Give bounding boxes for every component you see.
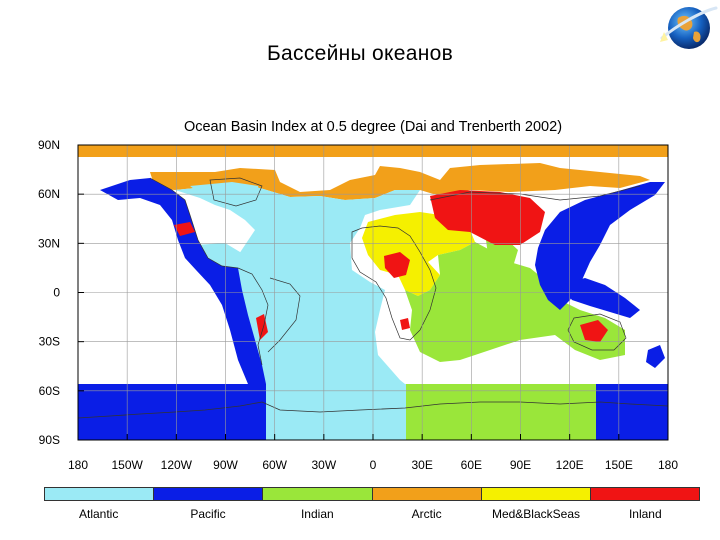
pacific-north-america	[100, 178, 266, 384]
antarctica-coastline	[77, 401, 669, 419]
lat-tick-label: 30S	[39, 335, 60, 349]
lon-tick-label: 90W	[213, 458, 238, 472]
legend-swatch	[589, 488, 700, 500]
lat-tick-label: 0	[53, 286, 60, 300]
legend-label: Pacific	[190, 507, 226, 521]
lon-tick-label: 60W	[262, 458, 287, 472]
lon-tick-label: 90E	[510, 458, 531, 472]
inland-australia	[580, 320, 608, 342]
legend-color-bar	[44, 487, 700, 501]
lat-tick-label: 30N	[38, 236, 60, 250]
southern-atlantic-band	[266, 384, 406, 440]
grid-lines	[78, 145, 668, 440]
inland-central-asia	[430, 190, 545, 245]
legend-swatch	[153, 488, 263, 500]
arctic-ocean-region	[150, 163, 650, 200]
legend-label: Indian	[300, 507, 334, 521]
lat-tick-label: 90N	[38, 138, 60, 152]
legend-swatch	[480, 488, 590, 500]
legend-swatch	[371, 488, 481, 500]
lon-tick-label: 150E	[605, 458, 633, 472]
atlantic-ocean-region	[175, 186, 420, 384]
southern-pacific-east-band	[596, 384, 668, 440]
indian-subcontinent	[486, 238, 518, 282]
lon-tick-label: 60E	[461, 458, 482, 472]
longitude-axis: 180 150W 120W 90W 60W 30W 0 30E 60E 90E 120E 150E 18…	[68, 434, 678, 472]
lon-tick-label: 150W	[111, 458, 143, 472]
inland-sahara	[384, 252, 410, 278]
southern-indian-band	[406, 384, 596, 440]
globe-icon	[660, 6, 718, 49]
legend-label: Arctic	[411, 507, 442, 521]
legend-label: Inland	[628, 507, 662, 521]
lon-tick-label: 180	[68, 458, 88, 472]
indian-ocean-region	[405, 242, 625, 362]
arctic-canada-atlantic	[190, 182, 262, 205]
pacific-nz-tasman	[646, 345, 665, 368]
lon-tick-label: 120E	[556, 458, 584, 472]
lon-tick-label: 30W	[311, 458, 336, 472]
med-black-seas-region	[362, 212, 475, 296]
legend-swatch	[262, 488, 372, 500]
lat-tick-label: 90S	[39, 433, 60, 447]
lon-tick-label: 0	[370, 458, 377, 472]
pacific-asia	[535, 182, 665, 310]
legend-swatch	[45, 488, 154, 500]
legend-label: Med&BlackSeas	[491, 507, 580, 521]
lon-tick-label: 180	[658, 458, 678, 472]
caribbean-gulf	[195, 243, 245, 268]
map-title: Ocean Basin Index at 0.5 degree (Dai and…	[183, 119, 563, 135]
latitude-axis: 90N 60N 30N 0 30S 60S 90S	[38, 138, 84, 447]
pacific-maritime-se-asia	[560, 278, 640, 318]
lat-tick-label: 60S	[39, 384, 60, 398]
basin-map: 90N 60N 30N 0 30S 60S 90S 180 150W 120W 90W 60W 30W…	[38, 138, 678, 472]
lat-tick-label: 60N	[38, 187, 60, 201]
legend-labels: Atlantic Pacific Indian Arctic Med&BlackSeas…	[44, 507, 700, 521]
inland-great-basin	[174, 222, 195, 236]
lon-tick-label: 120W	[161, 458, 193, 472]
slide-title: Бассейны океанов	[266, 42, 454, 65]
lon-tick-label: 30E	[411, 458, 432, 472]
legend-label: Atlantic	[78, 507, 119, 521]
inland-kalahari	[400, 318, 410, 330]
